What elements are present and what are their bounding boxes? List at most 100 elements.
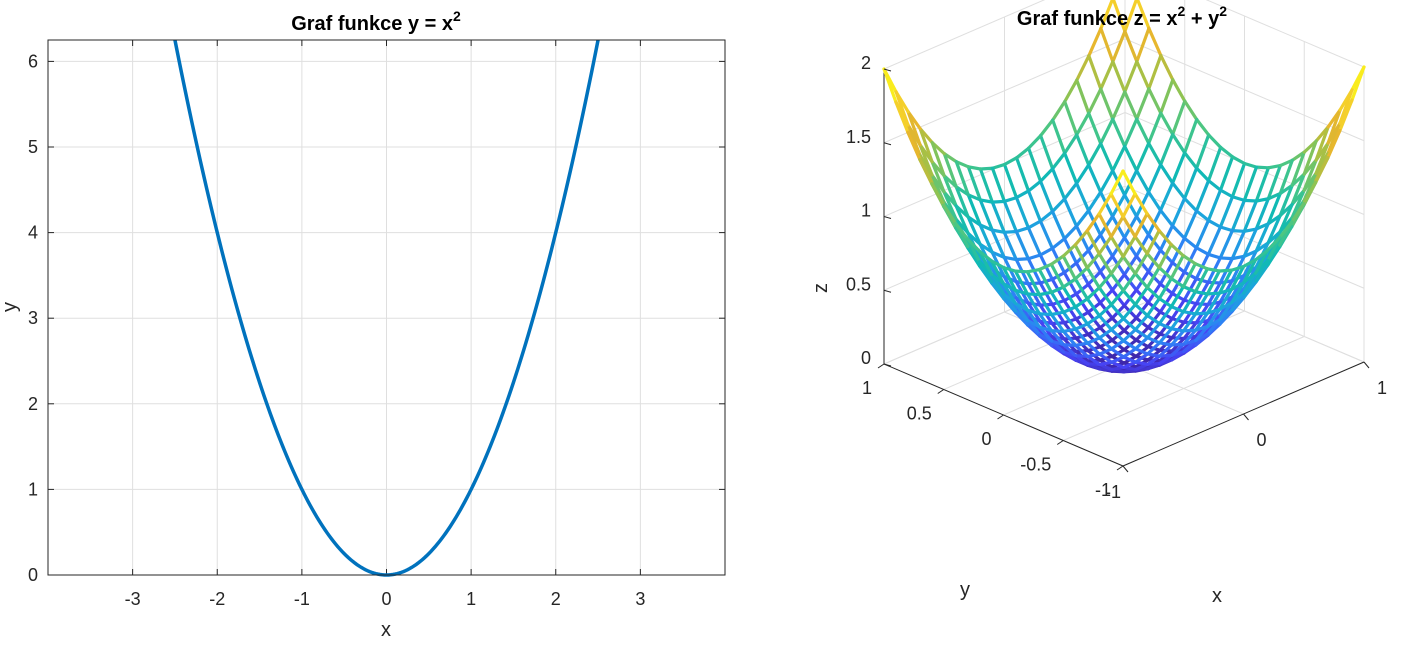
mesh-segment xyxy=(1158,208,1175,228)
mesh-segment xyxy=(1242,161,1259,169)
mesh-segment xyxy=(1099,87,1115,121)
mesh-segment xyxy=(1242,227,1258,233)
mesh-segment xyxy=(1099,60,1115,91)
mesh-segment xyxy=(1123,59,1139,94)
tick-label-z-3d: 1 xyxy=(861,201,871,221)
mesh-segment xyxy=(1157,322,1174,331)
mesh-segment xyxy=(966,165,983,171)
mesh-segment xyxy=(1229,264,1246,272)
mesh-segment xyxy=(1097,235,1113,256)
mesh-segment xyxy=(1217,287,1234,311)
mesh-segment xyxy=(1087,26,1103,58)
mesh-segment xyxy=(1097,303,1113,318)
mesh-segment xyxy=(1121,215,1137,239)
mesh-segment xyxy=(1073,327,1090,345)
mesh-segment xyxy=(1230,229,1246,233)
mesh-segment xyxy=(1133,302,1150,318)
mesh-segment xyxy=(1073,266,1089,281)
mesh-segment xyxy=(1157,265,1173,281)
mesh-segment xyxy=(1075,111,1091,137)
mesh-segment xyxy=(1193,292,1210,316)
mesh-segment xyxy=(1133,251,1149,276)
tick-label-z-3d: 2 xyxy=(861,53,871,73)
mesh-segment xyxy=(1073,322,1090,331)
mesh-segment xyxy=(1109,317,1126,332)
tick-label-x-3d: 0 xyxy=(1256,430,1266,450)
mesh-segment xyxy=(990,228,1006,234)
mesh-segment xyxy=(1158,181,1175,212)
mesh-segment xyxy=(1073,243,1089,270)
mesh-segment xyxy=(1002,156,1019,167)
mesh-segment xyxy=(1229,264,1246,292)
mesh-segment xyxy=(1290,172,1306,207)
mesh-segment xyxy=(1085,252,1101,270)
mesh-segment xyxy=(1170,181,1187,201)
mesh-segment xyxy=(1051,100,1067,122)
mesh-segment xyxy=(1194,246,1210,256)
mesh-segment xyxy=(1051,118,1067,155)
mesh-segment xyxy=(1038,219,1055,250)
mesh-segment xyxy=(1026,146,1043,183)
mesh-segment xyxy=(1194,209,1211,223)
mesh-segment xyxy=(1073,229,1089,247)
mesh-segment xyxy=(1073,341,1090,347)
mesh-segment xyxy=(1121,255,1137,276)
mesh-segment xyxy=(1049,285,1065,294)
tick-mark-z xyxy=(883,216,892,219)
mesh-segment xyxy=(1157,327,1174,345)
mesh-segment xyxy=(1111,0,1127,33)
mesh-segment xyxy=(1266,214,1282,245)
mesh-segment xyxy=(1074,209,1091,228)
tick-mark-z xyxy=(883,68,892,72)
mesh-segment xyxy=(1075,133,1091,167)
mesh-segment xyxy=(1207,133,1223,149)
mesh-segment xyxy=(1145,296,1161,318)
mesh-segment xyxy=(1194,133,1211,170)
mesh-segment xyxy=(1254,166,1271,203)
mesh-segment xyxy=(1171,78,1187,103)
tick-label-z-3d: 0 xyxy=(861,348,871,368)
mesh-segment xyxy=(1217,268,1234,295)
mesh-segment xyxy=(1145,336,1162,345)
mesh-segment xyxy=(1135,0,1151,30)
mesh-segment xyxy=(1014,146,1031,160)
mesh-segment xyxy=(954,160,970,197)
mesh-segment xyxy=(1242,199,1258,233)
mesh-segment xyxy=(930,141,946,178)
tick-label-x-3d: 1 xyxy=(1377,378,1387,398)
mesh-segment xyxy=(990,200,1006,234)
mesh-segment xyxy=(1147,87,1163,115)
mesh-segment xyxy=(1206,188,1223,223)
mesh-segment xyxy=(1302,139,1318,176)
mesh-segment xyxy=(1025,292,1042,297)
mesh-segment xyxy=(1194,179,1211,213)
mesh-segment xyxy=(1159,111,1175,136)
mesh-segment xyxy=(1111,90,1127,121)
mesh-segment xyxy=(1169,285,1185,309)
mesh-segment xyxy=(882,67,898,104)
mesh-segment xyxy=(1218,256,1234,261)
mesh-segment xyxy=(1085,286,1101,301)
mesh-segment xyxy=(1049,262,1065,289)
mesh-segment xyxy=(978,167,994,204)
tick-label-y: 3 xyxy=(28,308,38,328)
mesh-segment xyxy=(1218,145,1235,159)
mesh-segment xyxy=(1062,343,1078,358)
gridline-wall-z-back xyxy=(883,0,1046,70)
mesh-segment xyxy=(1049,310,1066,317)
mesh-segment xyxy=(1002,199,1018,234)
mesh-segment xyxy=(1002,230,1018,262)
mesh-segment xyxy=(1121,235,1137,259)
mesh-segment xyxy=(1026,179,1043,193)
tick-label-x: 3 xyxy=(635,589,645,609)
mesh-segment xyxy=(1038,179,1055,214)
mesh-segment xyxy=(1025,267,1041,274)
mesh-segment xyxy=(918,157,934,186)
mesh-segment xyxy=(1133,336,1150,351)
mesh-segment xyxy=(1121,302,1137,321)
mesh-segment xyxy=(1097,347,1114,356)
mesh-segment xyxy=(1350,65,1366,102)
mesh-segment xyxy=(1169,305,1186,314)
mesh-segment xyxy=(1026,226,1042,257)
mesh-segment xyxy=(1145,285,1161,301)
